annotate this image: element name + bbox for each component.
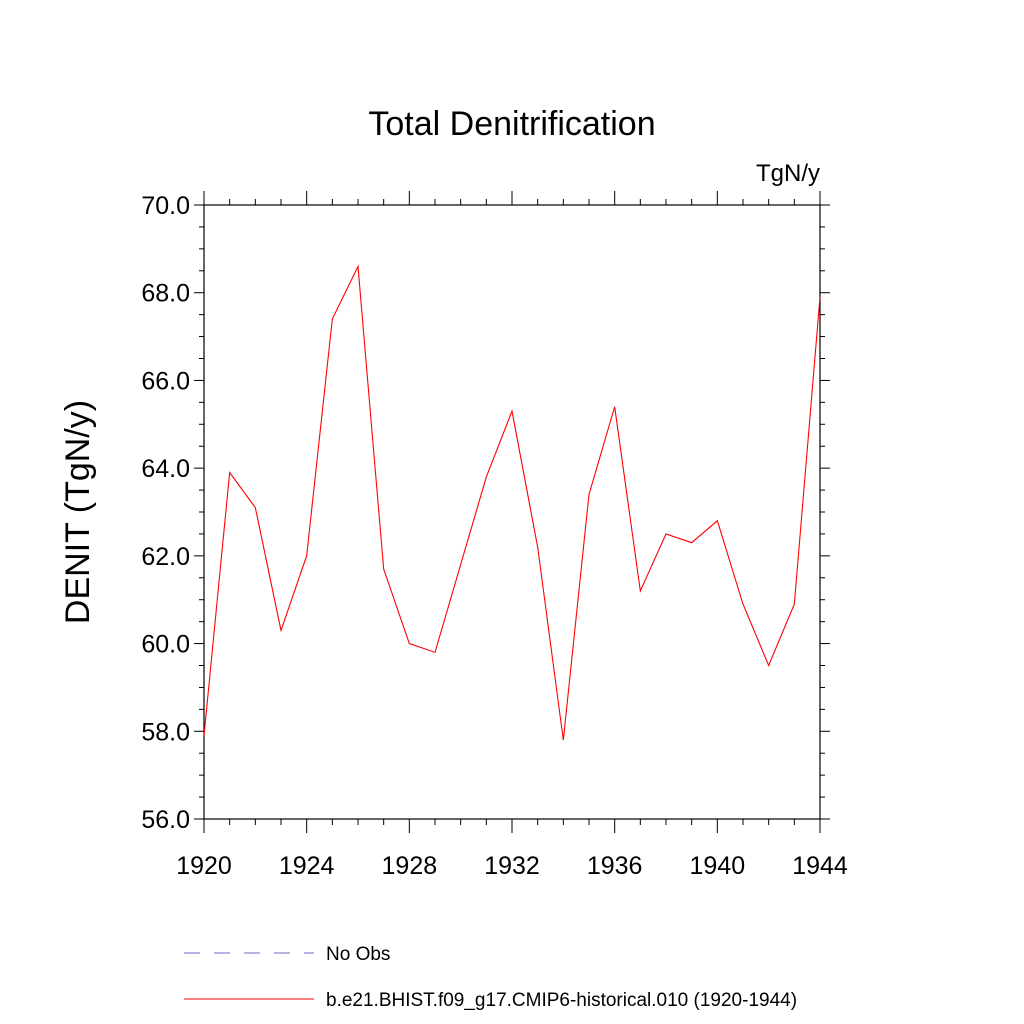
y-tick-label: 58.0	[141, 718, 190, 746]
chart-title: Total Denitrification	[368, 105, 655, 143]
y-tick-label: 60.0	[141, 631, 190, 659]
x-tick-label: 1932	[484, 852, 540, 880]
x-tick-label: 1944	[792, 852, 848, 880]
x-tick-label: 1924	[279, 852, 335, 880]
units-label: TgN/y	[756, 160, 820, 187]
legend-label: No Obs	[326, 944, 390, 965]
y-axis-ticks: 56.0 58.0 60.0 62.0 64.0 66.0 68.0 70.0	[141, 192, 830, 834]
y-tick-label: 70.0	[141, 192, 190, 220]
y-axis-label: DENIT (TgN/y)	[59, 400, 97, 624]
x-tick-label: 1928	[382, 852, 438, 880]
x-tick-label: 1920	[176, 852, 232, 880]
series-layer	[203, 264, 821, 741]
y-tick-label: 66.0	[141, 367, 190, 395]
legend: No Obs b.e21.BHIST.f09_g17.CMIP6-historic…	[184, 944, 797, 1011]
y-tick-label: 62.0	[141, 543, 190, 571]
x-tick-label: 1940	[690, 852, 746, 880]
x-axis-ticks: 1920 1924 1928 1932 1936 1940 1944	[176, 191, 848, 880]
x-tick-label: 1936	[587, 852, 643, 880]
legend-label: b.e21.BHIST.f09_g17.CMIP6-historical.010…	[326, 990, 797, 1011]
plot-frame	[203, 204, 821, 820]
y-tick-label: 68.0	[141, 280, 190, 308]
y-tick-label: 56.0	[141, 806, 190, 834]
y-tick-label: 64.0	[141, 455, 190, 483]
series-line-0	[203, 264, 821, 741]
